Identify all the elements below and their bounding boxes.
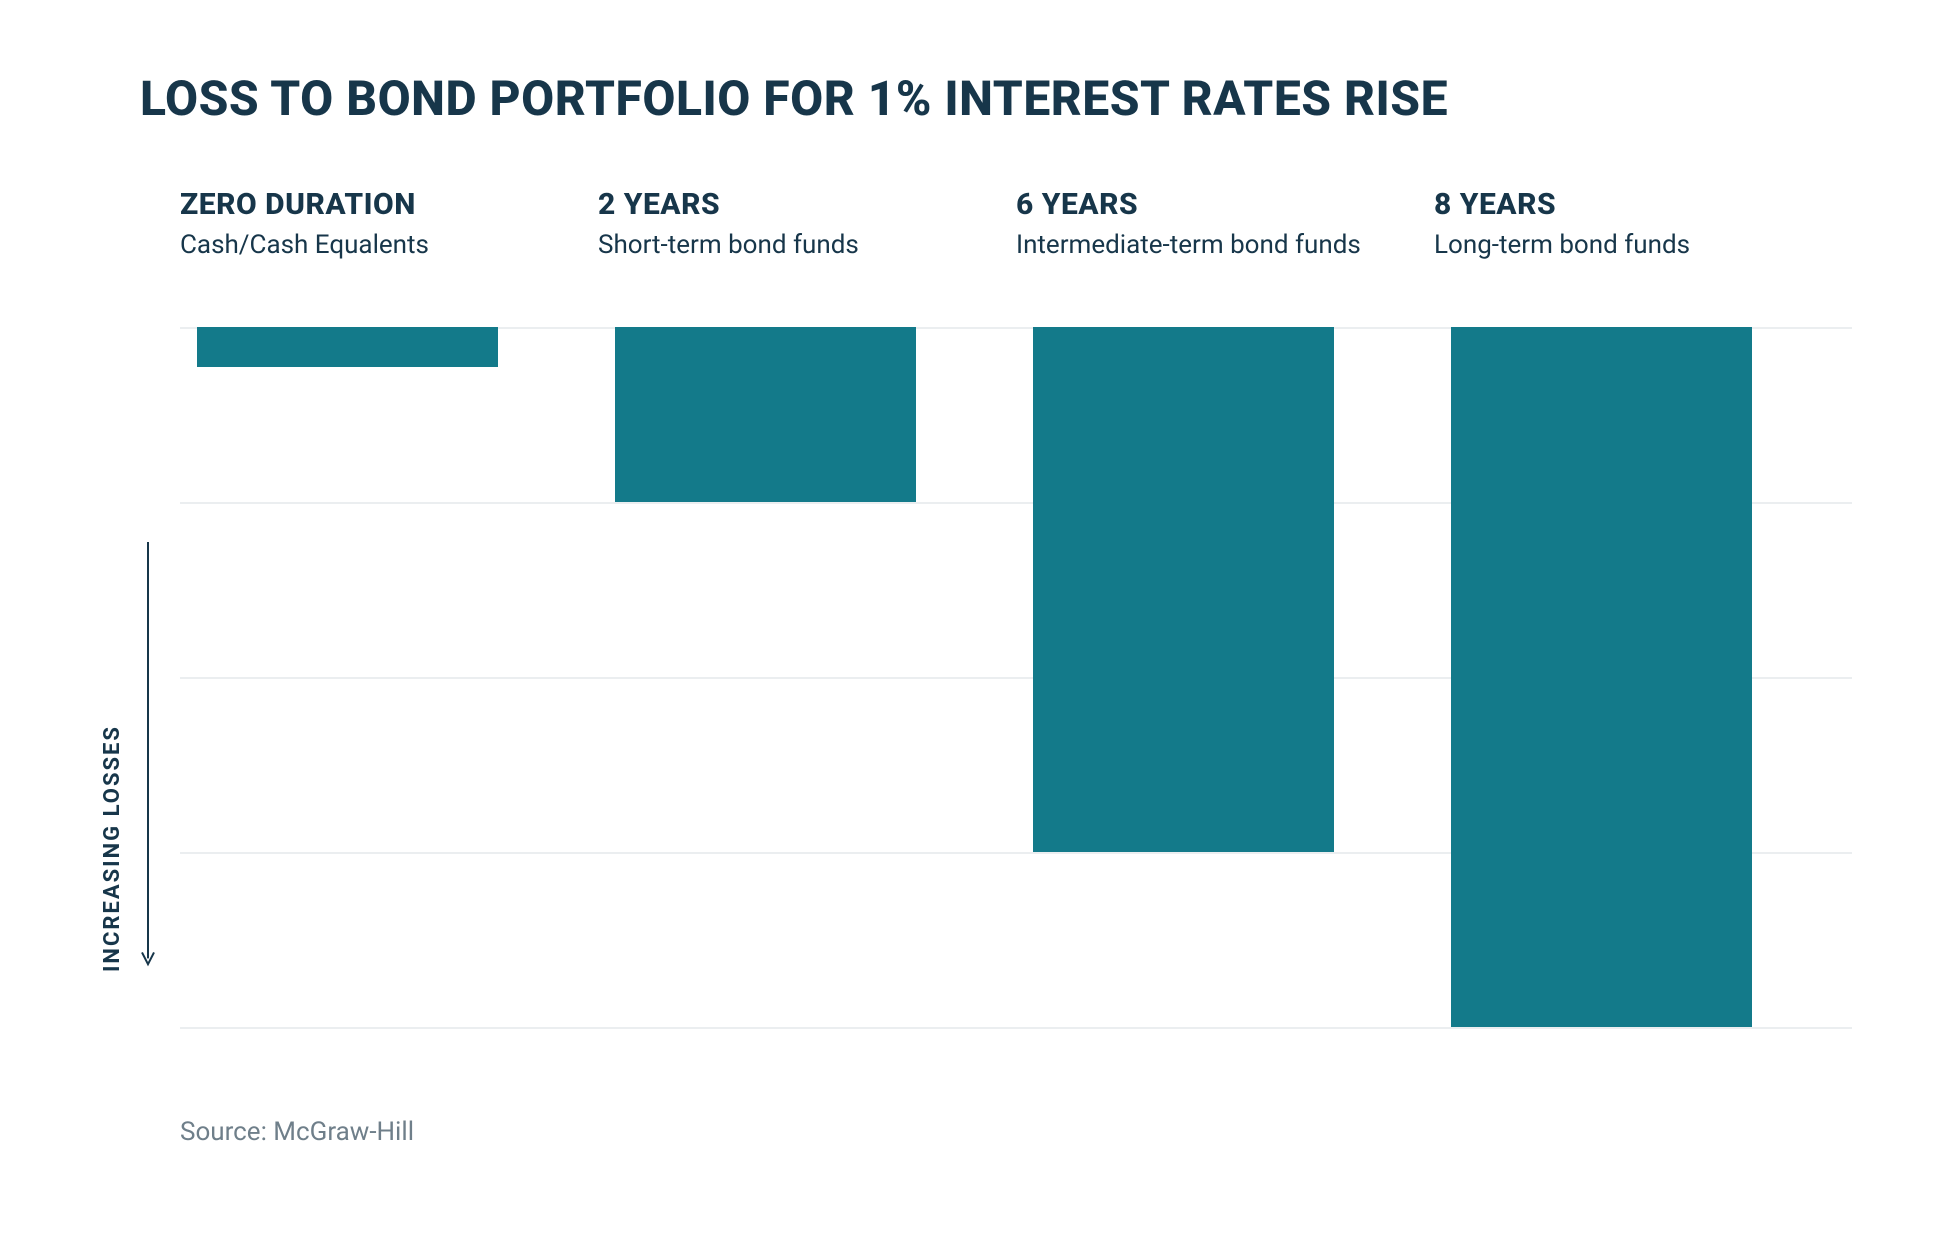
source-attribution: Source: McGraw-Hill	[180, 1117, 1852, 1147]
column-subtitle: Long-term bond funds	[1434, 228, 1812, 263]
column-title: 6 YEARS	[1016, 187, 1394, 222]
chart-container: INCREASING LOSSES ZERO DURATION Cash/Cash…	[100, 187, 1852, 1027]
bar	[615, 327, 916, 502]
bar-slot	[1434, 327, 1852, 1027]
bar	[197, 327, 498, 367]
gridline	[180, 1027, 1852, 1029]
bar-slot	[598, 327, 1016, 1027]
y-axis-label: INCREASING LOSSES	[100, 542, 125, 972]
column-subtitle: Intermediate-term bond funds	[1016, 228, 1394, 263]
plot-area	[180, 327, 1852, 1027]
column-title: ZERO DURATION	[180, 187, 558, 222]
column-header: ZERO DURATION Cash/Cash Equalents	[180, 187, 598, 327]
column-header: 8 YEARS Long-term bond funds	[1434, 187, 1852, 327]
column-title: 8 YEARS	[1434, 187, 1812, 222]
column-subtitle: Cash/Cash Equalents	[180, 228, 558, 263]
page: LOSS TO BOND PORTFOLIO FOR 1% INTEREST R…	[0, 0, 1952, 1256]
column-header: 2 YEARS Short-term bond funds	[598, 187, 1016, 327]
bar-slot	[1016, 327, 1434, 1027]
plot: ZERO DURATION Cash/Cash Equalents 2 YEARS S…	[180, 187, 1852, 1027]
bar	[1451, 327, 1752, 1027]
down-arrow-icon	[140, 542, 156, 972]
bar	[1033, 327, 1334, 852]
column-headers: ZERO DURATION Cash/Cash Equalents 2 YEARS S…	[180, 187, 1852, 327]
column-title: 2 YEARS	[598, 187, 976, 222]
bar-slot	[180, 327, 598, 1027]
column-header: 6 YEARS Intermediate-term bond funds	[1016, 187, 1434, 327]
bars-layer	[180, 327, 1852, 1027]
chart-title: LOSS TO BOND PORTFOLIO FOR 1% INTEREST R…	[140, 70, 1852, 127]
column-subtitle: Short-term bond funds	[598, 228, 976, 263]
y-axis-group: INCREASING LOSSES	[100, 542, 180, 972]
